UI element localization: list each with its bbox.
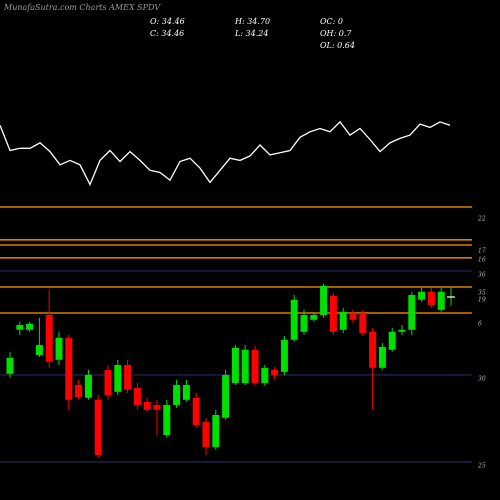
stat: H: 34.70: [234, 17, 270, 26]
candle-body: [202, 421, 210, 447]
candle-body: [280, 339, 288, 372]
y-tick-label: 30: [478, 376, 486, 383]
chart-title: MunafaSutra.com Charts AMEX SPDV: [3, 3, 161, 12]
candle-body: [212, 415, 220, 447]
candle-body: [320, 285, 328, 315]
candle-body: [349, 313, 357, 320]
indicator: [0, 120, 451, 187]
y-tick-label: 16: [478, 256, 486, 263]
candle-body: [192, 397, 200, 425]
candle-body: [329, 295, 337, 332]
candle-body: [173, 385, 181, 405]
candle-body: [231, 347, 239, 383]
candle-body: [94, 399, 102, 455]
candle-body: [133, 387, 141, 405]
candle-body: [378, 347, 386, 368]
candle-body: [163, 405, 171, 435]
stat: C: 34.46: [150, 29, 184, 38]
candle-body: [427, 291, 435, 305]
candle-body: [153, 405, 161, 410]
stats: O: 34.46 H: 34.70 OC: 0 C: 34.46 L: 34.24 OH:…: [150, 17, 355, 50]
candle-body: [398, 329, 406, 332]
candle-body: [6, 357, 14, 374]
candle-body: [124, 365, 132, 390]
candle-body: [84, 375, 92, 398]
stat: O: 34.46: [150, 17, 185, 26]
candle-body: [222, 375, 230, 418]
candle-body: [408, 295, 416, 330]
candle-body: [241, 349, 249, 383]
candle-body: [271, 369, 279, 375]
candle-body: [65, 337, 73, 400]
candle-body: [369, 331, 377, 368]
y-tick-label: 25: [477, 462, 486, 469]
stat: OL: 0.64: [320, 41, 355, 50]
candle-body: [35, 345, 43, 355]
y-tick-label: 35: [478, 290, 486, 297]
y-tick-label: 22: [477, 216, 486, 223]
stat: OH: 0.7: [320, 29, 352, 38]
candle-body: [16, 325, 24, 330]
candle-body: [26, 323, 34, 330]
candle-body: [182, 385, 190, 400]
candle-body: [114, 365, 122, 392]
candle-body: [339, 311, 347, 330]
candle-body: [45, 315, 53, 362]
candle-body: [300, 315, 308, 332]
y-tick-label: 17: [478, 248, 486, 255]
candle-body: [143, 401, 151, 410]
candle-body: [55, 337, 63, 360]
y-tick-label: 19: [478, 296, 486, 303]
y-tick-label: 36: [478, 272, 486, 279]
candles: [6, 283, 455, 458]
candle-body: [310, 315, 318, 320]
candle-body: [251, 349, 259, 383]
candle-body: [388, 331, 396, 350]
candle-body: [418, 291, 426, 300]
candle-body: [290, 299, 298, 340]
candle-body: [359, 313, 367, 333]
candle-body: [75, 385, 83, 397]
y-tick-label: 6: [478, 320, 482, 327]
candle-body: [104, 369, 112, 395]
stat: OC: 0: [320, 17, 343, 26]
indicator-line: [0, 120, 451, 187]
candle-body: [437, 291, 445, 310]
stat: L: 34.24: [234, 29, 268, 38]
candle-body: [261, 367, 269, 383]
